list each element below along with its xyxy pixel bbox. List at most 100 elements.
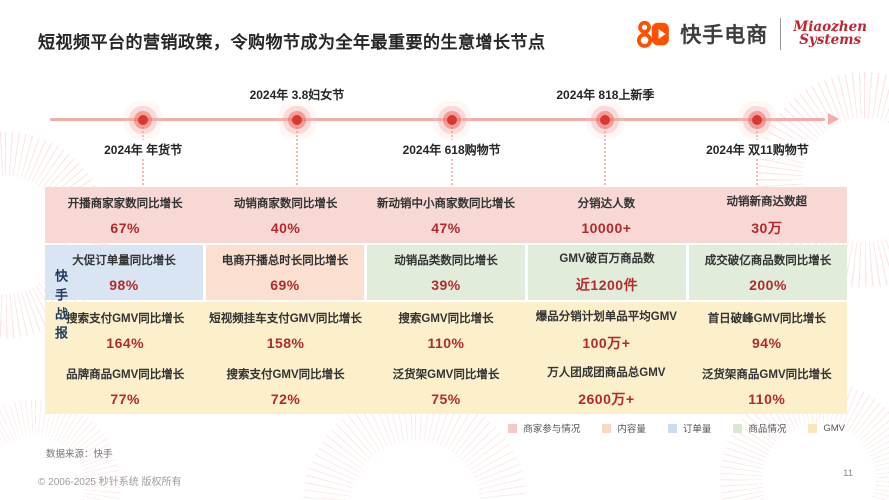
- timeline-event-label: 2024年 年货节: [100, 140, 187, 159]
- legend-label: GMV: [823, 422, 845, 434]
- legend-swatch: [667, 423, 677, 433]
- metric-label: 开播商家家数同比增长: [67, 197, 183, 210]
- miaozhen-logo: Miaozhen Systems: [793, 19, 867, 48]
- color-legend: 商家参与情况 内容量 订单量 商品情况 GMV: [508, 421, 845, 435]
- timeline-dot-icon: [600, 114, 611, 125]
- legend-swatch: [733, 423, 743, 433]
- metric-cell: 泛货架商品GMV同比增长 110%: [687, 358, 847, 414]
- timeline-event-label: 2024年 818上新季: [552, 85, 659, 104]
- legend-swatch: [808, 423, 818, 433]
- timeline-dot-icon: [446, 114, 457, 125]
- legend-item: 商家参与情况: [508, 421, 580, 435]
- legend-label: 商品情况: [748, 424, 787, 435]
- metric-cell: 新动销中小商家数同比增长 47%: [366, 187, 526, 243]
- metric-label: 大促订单量同比增长: [72, 255, 176, 267]
- metric-label: 泛货架商品GMV同比增长: [701, 368, 832, 381]
- brand-divider: [780, 18, 782, 50]
- metric-label: 首日破峰GMV同比增长: [707, 312, 826, 325]
- metric-value: 77%: [110, 390, 140, 407]
- metric-cell: 动销品类数同比增长 39%: [367, 245, 525, 300]
- metric-value: 40%: [270, 219, 301, 236]
- metric-label: 搜索GMV同比增长: [398, 312, 494, 325]
- legend-label: 订单量: [682, 424, 712, 435]
- metric-label: 新动销中小商家数同比增长: [376, 197, 515, 210]
- timeline-connector: [604, 127, 607, 189]
- metric-cell: 泛货架GMV同比增长 75%: [366, 358, 526, 414]
- metric-cell: 短视频挂车支付GMV同比增长 158%: [205, 302, 365, 358]
- kpi-row-gmv-1: 搜索支付GMV同比增长 164% 短视频挂车支付GMV同比增长 158% 搜索G…: [45, 302, 847, 358]
- kuaishou-wordmark: 快手电商: [680, 24, 769, 47]
- timeline-event-label: 2024年 3.8妇女节: [245, 85, 349, 104]
- kpi-table: 快手战报 开播商家家数同比增长 67% 动销商家数同比增长 40% 新动销中小商…: [45, 187, 847, 414]
- metric-cell: 爆品分销计划单品平均GMV 100万+: [526, 302, 686, 358]
- metric-value: 110%: [427, 334, 465, 351]
- metric-label: 泛货架GMV同比增长: [392, 368, 500, 381]
- metric-value: 98%: [109, 277, 139, 293]
- metric-label: 动销商家数同比增长: [233, 197, 338, 210]
- metric-value: 75%: [431, 390, 461, 407]
- page-title: 短视频平台的营销政策，令购物节成为全年最重要的生意增长节点: [38, 33, 546, 52]
- metric-label: 搜索支付GMV同比增长: [226, 368, 345, 381]
- metric-cell: GMV破百万商品数 近1200件: [528, 245, 686, 300]
- metric-value: 72%: [270, 390, 301, 407]
- kpi-row-gmv-2: 品牌商品GMV同比增长 77% 搜索支付GMV同比增长 72% 泛货架GMV同比…: [45, 358, 847, 414]
- kuaishou-logo-icon: [637, 20, 670, 48]
- metric-label: 万人团成团商品总GMV: [547, 366, 666, 379]
- timeline-dot-icon: [291, 114, 302, 125]
- timeline-axis: [50, 118, 825, 121]
- metric-value: 2600万+: [578, 390, 635, 407]
- metric-label: 短视频挂车支付GMV同比增长: [209, 312, 362, 325]
- metric-cell: 品牌商品GMV同比增长 77%: [45, 358, 205, 414]
- metric-cell: 电商开播总时长同比增长 69%: [206, 245, 364, 300]
- metric-label: 成交破亿商品数同比增长: [704, 255, 832, 267]
- metric-label: GMV破百万商品数: [559, 253, 655, 265]
- metric-cell: 万人团成团商品总GMV 2600万+: [526, 358, 686, 414]
- metric-value: 200%: [749, 277, 787, 293]
- legend-label: 内容量: [617, 424, 646, 435]
- metric-value: 69%: [270, 277, 300, 293]
- legend-item: GMV: [808, 423, 845, 434]
- metric-label: 分销达人数: [577, 197, 636, 210]
- metric-label: 动销新商达数超: [726, 195, 808, 208]
- metric-value: 30万: [751, 219, 783, 236]
- metric-value: 110%: [748, 390, 786, 407]
- brand-logos: 快手电商 Miaozhen Systems: [636, 16, 867, 52]
- kpi-rows-gmv: 搜索支付GMV同比增长 164% 短视频挂车支付GMV同比增长 158% 搜索G…: [45, 302, 847, 414]
- metric-cell: 动销商家数同比增长 40%: [205, 187, 365, 243]
- metric-cell: 搜索支付GMV同比增长 72%: [205, 358, 365, 414]
- legend-item: 内容量: [602, 421, 646, 435]
- metric-label: 电商开播总时长同比增长: [221, 255, 349, 267]
- metric-value: 67%: [110, 219, 140, 236]
- copyright-note: © 2006-2025 秒针系统 版权所有: [38, 477, 182, 488]
- data-source-note: 数据来源：快手: [46, 449, 113, 460]
- legend-item: 商品情况: [733, 421, 786, 435]
- miaozhen-line2: Systems: [799, 32, 862, 48]
- metric-value: 39%: [431, 277, 461, 293]
- metric-value: 47%: [431, 219, 461, 236]
- metric-cell: 搜索GMV同比增长 110%: [366, 302, 526, 358]
- legend-label: 商家参与情况: [523, 424, 581, 435]
- metric-cell: 动销新商达数超 30万: [687, 187, 847, 243]
- legend-swatch: [508, 423, 518, 433]
- timeline-connector: [295, 127, 298, 189]
- kpi-row-mixed-categories: 大促订单量同比增长 98% 电商开播总时长同比增长 69% 动销品类数同比增长 …: [45, 245, 847, 300]
- miaozhen-line1: Miaozhen: [793, 19, 867, 35]
- metric-label: 品牌商品GMV同比增长: [66, 368, 185, 381]
- legend-item: 订单量: [667, 421, 712, 435]
- metric-label: 动销品类数同比增长: [394, 255, 498, 267]
- metric-cell: 大促订单量同比增长 98%: [45, 245, 203, 300]
- timeline-event-label: 2024年 618购物节: [398, 140, 505, 159]
- metric-cell: 分销达人数 10000+: [526, 187, 686, 243]
- kpi-row-merchant-participation: 开播商家家数同比增长 67% 动销商家数同比增长 40% 新动销中小商家数同比增…: [45, 187, 847, 243]
- metric-value: 164%: [106, 334, 145, 351]
- metric-label: 搜索支付GMV同比增长: [66, 312, 185, 325]
- metric-value: 100万+: [582, 334, 631, 351]
- timeline-arrow-icon: [828, 113, 839, 125]
- metric-cell: 搜索支付GMV同比增长 164%: [45, 302, 205, 358]
- metric-value: 10000+: [581, 219, 632, 236]
- metric-value: 94%: [752, 334, 782, 351]
- page-number: 11: [843, 468, 853, 479]
- metric-value: 近1200件: [575, 277, 639, 293]
- timeline-dot-icon: [138, 114, 149, 125]
